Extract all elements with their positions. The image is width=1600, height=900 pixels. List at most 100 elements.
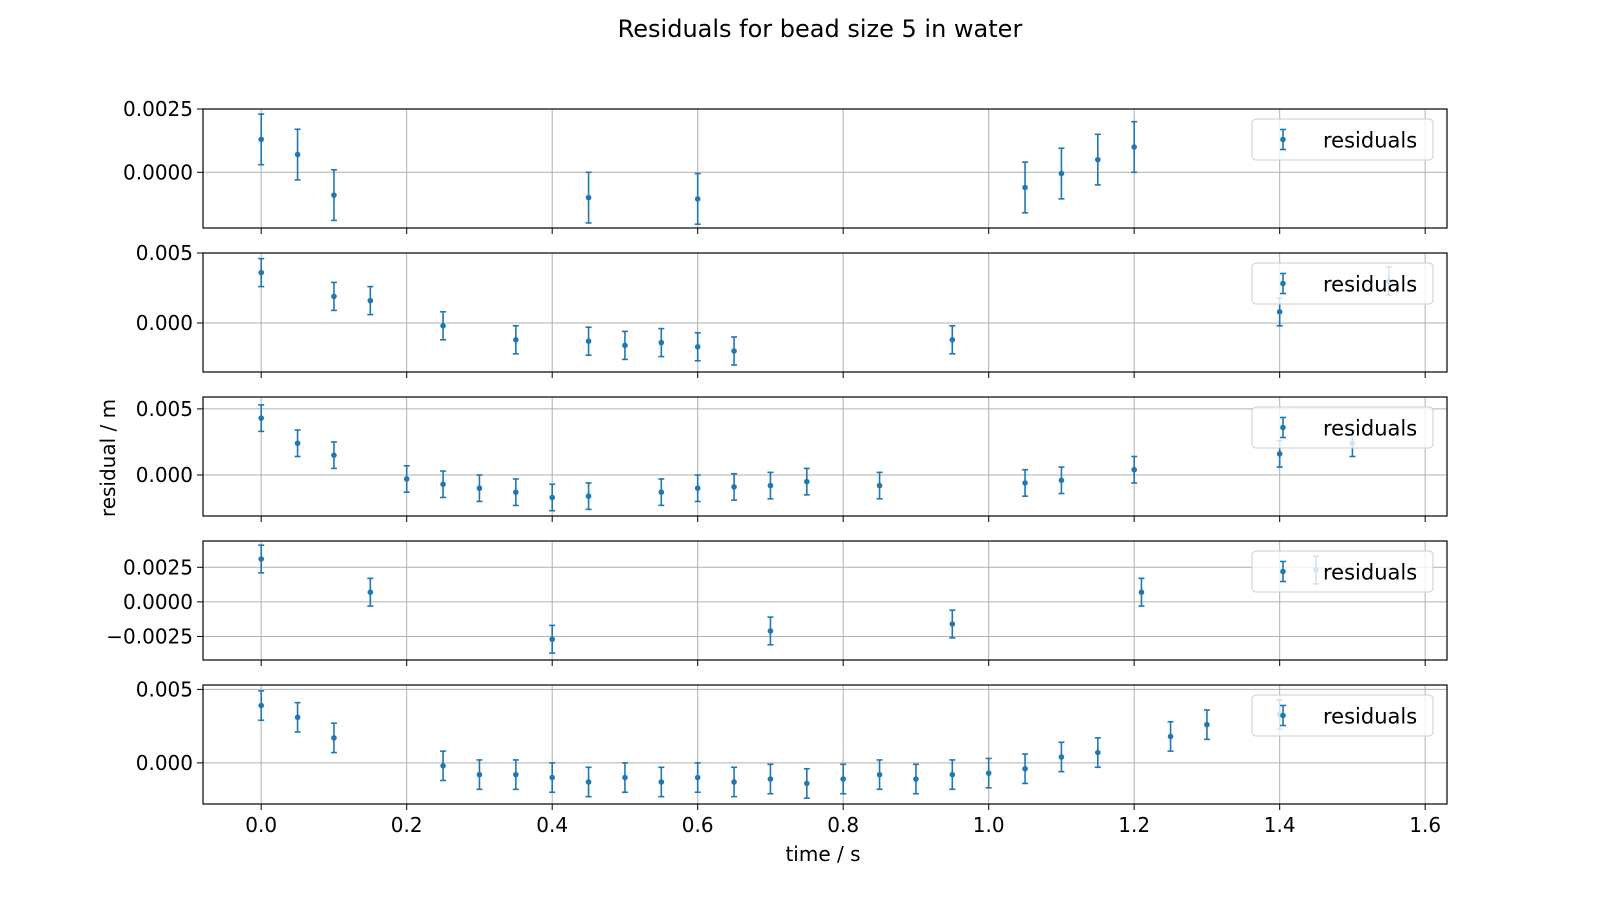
marker [1095, 749, 1101, 756]
marker [1276, 451, 1283, 457]
data-point [658, 478, 665, 507]
marker [440, 763, 446, 769]
marker [804, 478, 810, 485]
x-tick-label: 0.6 [682, 813, 714, 837]
marker [440, 323, 446, 329]
marker [658, 779, 665, 785]
y-tick-label: 0.0000 [123, 590, 193, 614]
data-point [512, 478, 519, 507]
legend: residuals [1251, 262, 1434, 305]
legend-box [1251, 694, 1434, 737]
marker [949, 771, 956, 778]
legend-label: residuals [1323, 705, 1417, 729]
legend-label: residuals [1323, 417, 1417, 441]
data-point [1203, 709, 1210, 741]
marker [1022, 184, 1028, 191]
legend-label: residuals [1323, 561, 1417, 585]
marker [694, 344, 701, 350]
marker [294, 151, 301, 158]
marker [731, 484, 737, 490]
data-point [1022, 468, 1029, 497]
data-point [330, 722, 337, 754]
axes-frame [202, 396, 1448, 517]
data-point [585, 171, 592, 224]
legend-box [1251, 262, 1434, 305]
data-point [549, 483, 556, 512]
marker [513, 489, 519, 496]
data-point [694, 762, 701, 794]
data-point [658, 327, 665, 358]
legend-box [1251, 550, 1434, 593]
data-point [876, 471, 883, 500]
chart-title: Residuals for bead size 5 in water [618, 15, 1023, 43]
y-tick-label: 0.000 [136, 463, 193, 487]
data-point [803, 467, 810, 496]
data-point [512, 324, 519, 355]
marker [367, 297, 374, 304]
marker [1058, 477, 1065, 484]
marker [367, 589, 374, 595]
marker [658, 489, 665, 496]
legend: residuals [1251, 118, 1434, 161]
y-tick-label: 0.0025 [123, 555, 193, 579]
marker [258, 556, 264, 562]
marker [549, 774, 555, 781]
axes-frame [202, 252, 1448, 373]
data-point [294, 429, 301, 458]
legend-box [1251, 118, 1434, 161]
marker [767, 628, 774, 634]
data-point [476, 759, 483, 791]
subplot-3: 0.005 0.000 residuals [136, 396, 1448, 522]
subplot-5: 0.0 0.2 0.4 0.6 0.8 1.0 1.2 1.4 1.6 0.005 0.000 res… [136, 677, 1448, 837]
marker [440, 481, 446, 488]
marker [985, 770, 992, 776]
data-point [258, 257, 265, 288]
data-point [1058, 466, 1065, 495]
data-point [658, 766, 665, 798]
x-tick-label: 1.0 [973, 813, 1005, 837]
marker [949, 621, 956, 627]
data-point [731, 472, 738, 501]
marker [840, 776, 846, 782]
x-tick-label: 1.4 [1264, 813, 1296, 837]
y-axis-label: residual / m [96, 399, 120, 517]
marker [1131, 144, 1137, 150]
data-point [840, 763, 847, 795]
legend-label: residuals [1323, 273, 1417, 297]
marker [258, 269, 264, 276]
data-point [767, 471, 774, 500]
data-point [1022, 161, 1029, 214]
data-point [549, 624, 556, 654]
legend: residuals [1251, 550, 1434, 593]
marker [767, 482, 774, 489]
data-point [585, 326, 592, 357]
y-tick-label: 0.005 [136, 677, 193, 701]
data-point [694, 331, 701, 362]
legend: residuals [1251, 694, 1434, 737]
data-point [294, 128, 301, 181]
data-point [1167, 720, 1174, 752]
legend: residuals [1251, 406, 1434, 449]
data-point [949, 609, 956, 639]
data-point [803, 767, 810, 799]
marker [585, 779, 592, 785]
marker [331, 293, 337, 300]
data-point [440, 470, 447, 499]
data-point [731, 336, 738, 366]
marker [331, 192, 337, 198]
marker [258, 415, 264, 421]
subplot-2: 0.005 0.000 residuals [136, 241, 1448, 378]
y-tick-label: 0.005 [136, 397, 193, 421]
marker [622, 342, 628, 349]
x-tick-label: 0.2 [391, 813, 423, 837]
marker [731, 348, 737, 354]
marker [585, 493, 592, 499]
y-tick-label: −0.0025 [106, 624, 193, 648]
data-point [330, 441, 337, 470]
data-point [258, 544, 265, 574]
marker [1131, 466, 1137, 473]
data-point [294, 701, 301, 733]
data-point [876, 759, 883, 791]
marker [585, 338, 592, 345]
marker [258, 702, 264, 709]
